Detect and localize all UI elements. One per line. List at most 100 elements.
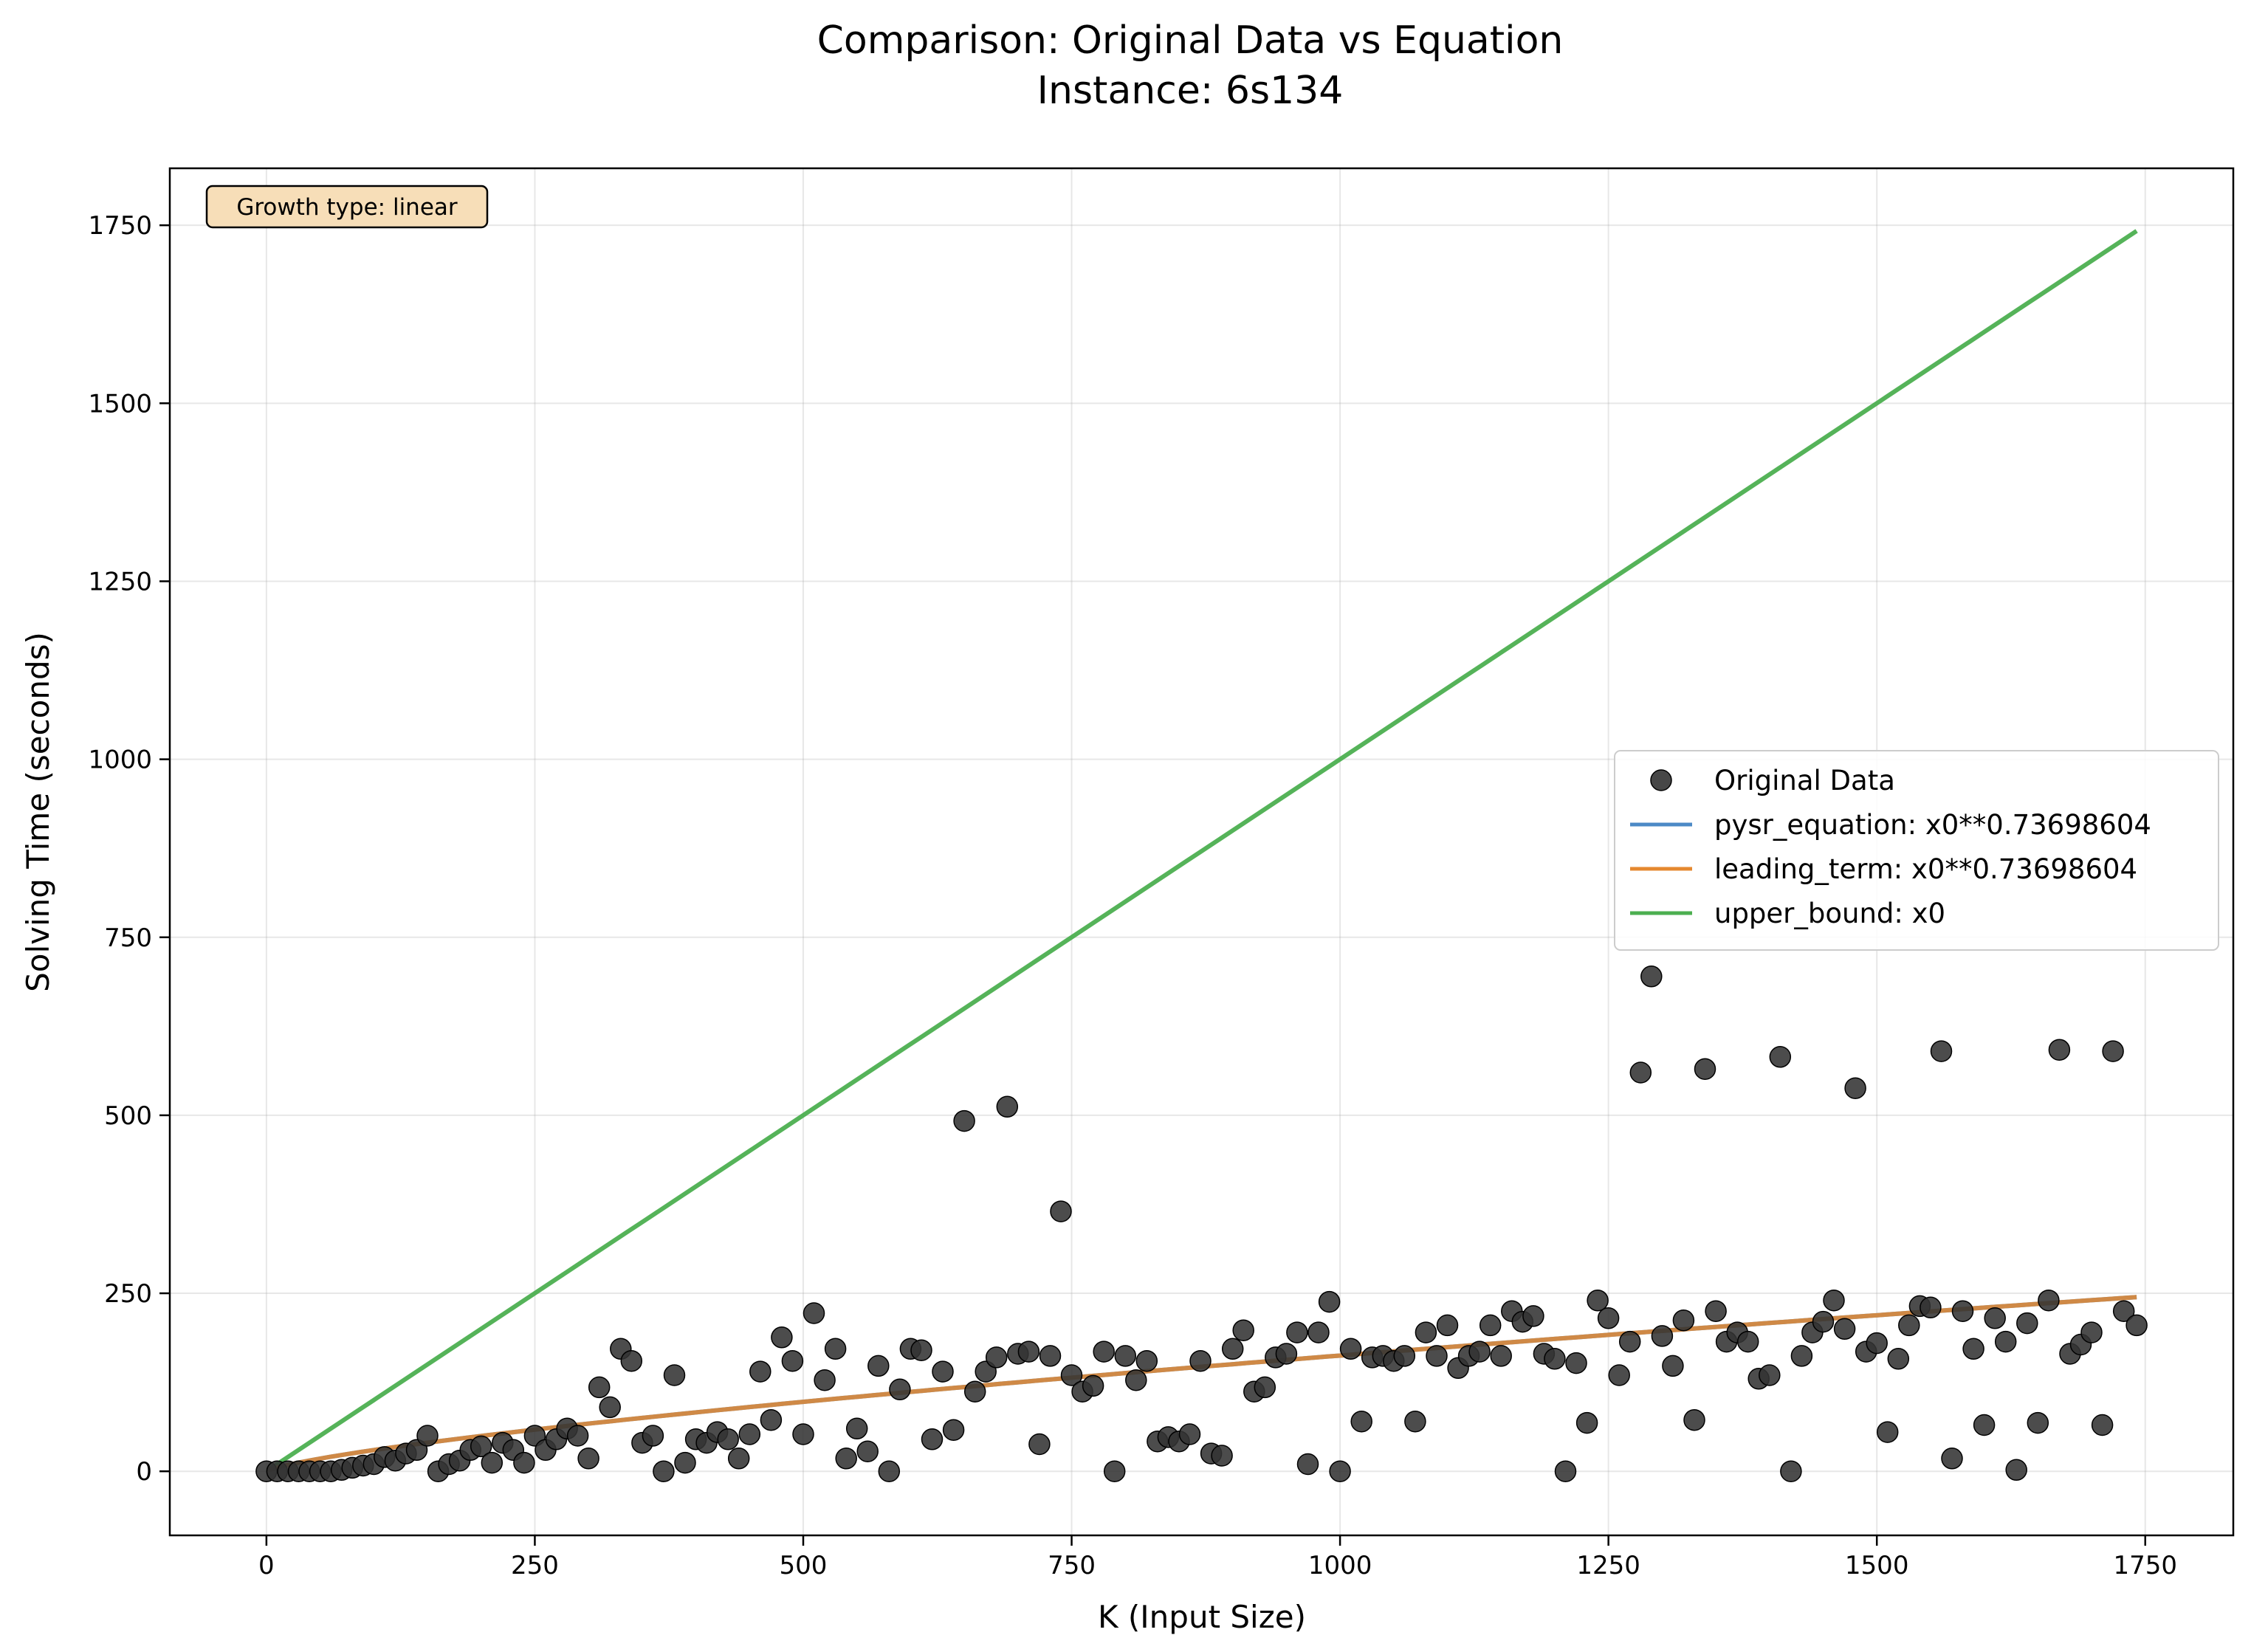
- data-point: [2038, 1289, 2060, 1312]
- data-point: [760, 1408, 783, 1431]
- data-point: [1705, 1300, 1727, 1322]
- data-point: [1060, 1364, 1083, 1386]
- legend-label-upper-bound: upper_bound: x0: [1714, 898, 1945, 929]
- y-tick-label: 250: [104, 1279, 152, 1309]
- x-axis-label: K (Input Size): [1098, 1599, 1306, 1635]
- data-point: [1973, 1414, 1996, 1436]
- data-point: [470, 1435, 492, 1458]
- axis-ticks: 0 250 500 750 1000 1250 1500 1750 0 250 500 750 1000…: [88, 211, 2177, 1580]
- data-point: [1286, 1321, 1308, 1343]
- data-point: [1694, 1058, 1716, 1080]
- data-point: [953, 1109, 975, 1132]
- data-point: [1135, 1349, 1158, 1372]
- data-point: [1608, 1364, 1630, 1386]
- data-point: [2016, 1312, 2038, 1335]
- data-point: [1790, 1345, 1813, 1367]
- data-point: [942, 1419, 965, 1441]
- data-point: [1887, 1348, 1910, 1370]
- data-point: [1254, 1376, 1276, 1399]
- data-point: [1640, 966, 1663, 988]
- data-point: [1575, 1411, 1598, 1434]
- data-point: [835, 1448, 857, 1470]
- data-point: [1951, 1300, 1974, 1322]
- data-point: [1587, 1289, 1609, 1312]
- legend: Original Data pysr_equation: x0**0.73698…: [1614, 750, 2219, 951]
- legend-label-pysr-equation: pysr_equation: x0**0.73698604: [1714, 809, 2151, 841]
- data-point: [814, 1369, 836, 1391]
- data-point: [1296, 1453, 1319, 1476]
- data-point: [1651, 1325, 1674, 1347]
- x-tick-label: 1000: [1308, 1551, 1372, 1580]
- data-point: [845, 1417, 868, 1440]
- data-point: [1050, 1200, 1072, 1222]
- data-point: [1232, 1319, 1254, 1341]
- data-point: [1479, 1314, 1502, 1337]
- data-point: [921, 1428, 944, 1450]
- data-point: [1468, 1340, 1491, 1363]
- data-point: [1307, 1321, 1330, 1343]
- data-point: [416, 1425, 439, 1447]
- data-point: [1093, 1340, 1115, 1363]
- data-point: [1898, 1314, 1920, 1337]
- data-point: [1221, 1338, 1244, 1360]
- data-point: [1683, 1408, 1705, 1431]
- upper-bound-line: [266, 229, 2138, 1473]
- x-tick-label: 1250: [1576, 1551, 1640, 1580]
- data-point: [738, 1423, 761, 1445]
- data-point: [1833, 1318, 1856, 1340]
- data-point: [577, 1448, 599, 1470]
- data-point: [1178, 1423, 1201, 1445]
- data-point: [1629, 1061, 1652, 1084]
- growth-annotation: Growth type: linear: [205, 185, 489, 229]
- x-tick-label: 1500: [1845, 1551, 1909, 1580]
- data-point: [1114, 1345, 1137, 1367]
- legend-box: [1614, 750, 2219, 951]
- data-point: [1522, 1305, 1544, 1327]
- data-point: [566, 1425, 589, 1447]
- data-point: [1962, 1338, 1984, 1360]
- data-point: [985, 1346, 1008, 1369]
- data-point: [996, 1095, 1019, 1118]
- data-point: [2112, 1300, 2135, 1322]
- data-point: [717, 1428, 739, 1450]
- data-point: [1393, 1345, 1416, 1367]
- data-point: [1994, 1330, 2017, 1353]
- data-point: [878, 1460, 901, 1482]
- growth-annotation-text: Growth type: linear: [236, 194, 458, 221]
- data-point: [599, 1396, 621, 1419]
- data-point: [803, 1302, 825, 1324]
- data-point: [1618, 1330, 1641, 1353]
- data-point: [1404, 1410, 1426, 1433]
- data-point: [1339, 1338, 1362, 1360]
- data-point: [1597, 1307, 1620, 1329]
- data-point: [1189, 1349, 1212, 1372]
- data-point: [910, 1339, 932, 1361]
- legend-label-original-data: Original Data: [1714, 765, 1895, 796]
- data-point: [653, 1460, 675, 1482]
- data-point: [867, 1355, 890, 1377]
- data-point: [1329, 1460, 1351, 1482]
- y-tick-label: 1250: [88, 567, 152, 596]
- y-tick-label: 1750: [88, 211, 152, 241]
- data-point: [1823, 1289, 1845, 1312]
- data-point: [1103, 1460, 1126, 1482]
- data-point: [663, 1364, 686, 1386]
- y-tick-label: 1000: [88, 746, 152, 775]
- legend-marker-original-data: [1650, 769, 1672, 791]
- data-point: [889, 1378, 911, 1401]
- data-point: [2102, 1040, 2124, 1062]
- x-tick-label: 0: [258, 1551, 275, 1580]
- data-point: [771, 1326, 793, 1349]
- y-axis-label: Solving Time (seconds): [20, 632, 56, 992]
- data-point: [2125, 1314, 2148, 1337]
- y-tick-label: 750: [104, 923, 152, 953]
- data-point: [1426, 1345, 1448, 1367]
- data-point: [2005, 1459, 2027, 1481]
- data-point: [932, 1360, 954, 1383]
- data-point: [1554, 1460, 1577, 1482]
- data-point: [1672, 1309, 1695, 1332]
- data-point: [1662, 1355, 1684, 1377]
- data-point: [1436, 1314, 1459, 1337]
- data-point: [727, 1448, 750, 1470]
